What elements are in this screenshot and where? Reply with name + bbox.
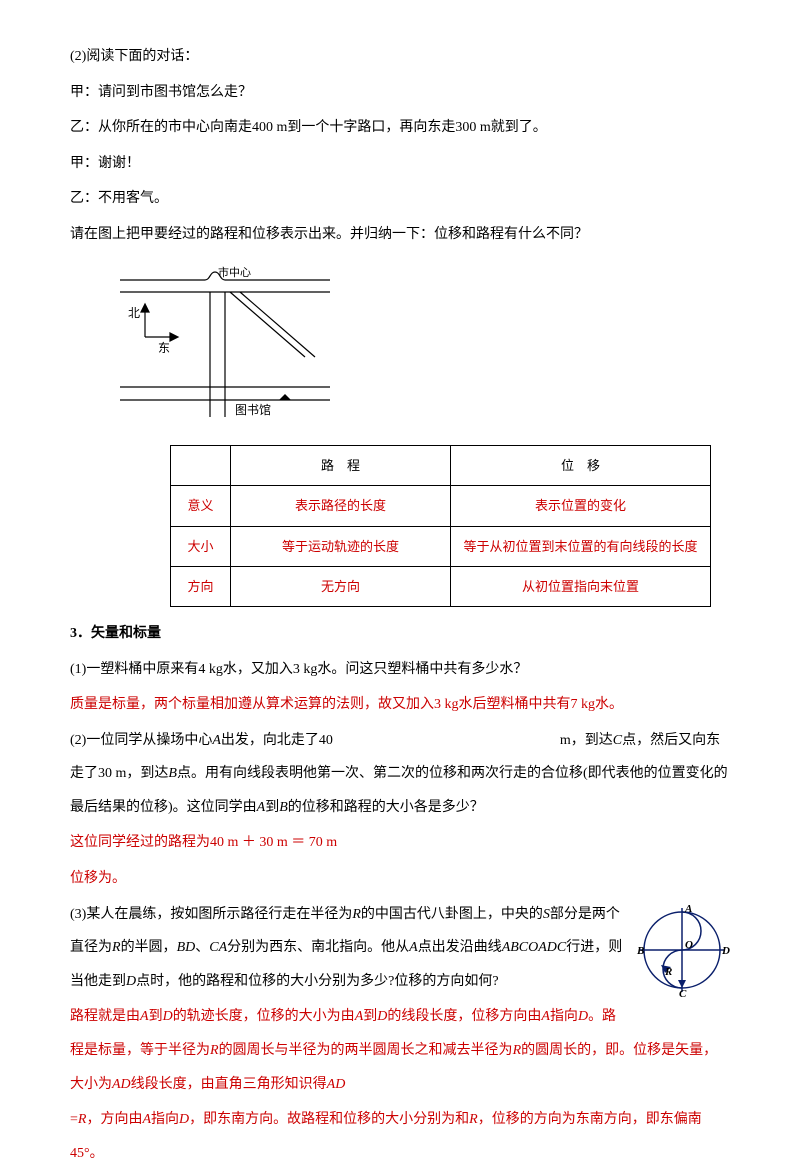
q3-text: (3)某人在晨练，按如图所示路径行走在半径为R的中国古代八卦图上，中央的S部分是… bbox=[70, 898, 730, 999]
para-dialog-4: 乙：不用客气。 bbox=[70, 182, 730, 216]
para-instruction: 请在图上把甲要经过的路程和位移表示出来。并归纳一下：位移和路程有什么不同？ bbox=[70, 218, 730, 252]
row-meaning-c1: 表示路径的长度 bbox=[231, 486, 451, 526]
center-label: 市中心 bbox=[218, 265, 251, 279]
q1-text: (1)一塑料桶中原来有4 kg水，又加入3 kg水。问这只塑料桶中共有多少水？ bbox=[70, 653, 730, 687]
library-label: 图书馆 bbox=[235, 402, 271, 417]
para-dialog-1: 甲：请问到市图书馆怎么走？ bbox=[70, 76, 730, 110]
para-dialog-2: 乙：从你所在的市中心向南走400 m到一个十字路口，再向东走300 m就到了。 bbox=[70, 111, 730, 145]
a3-text-1: 路程就是由A到D的轨迹长度，位移的大小为由A到D的线段长度，位移方向由A指向D。… bbox=[70, 1000, 730, 1101]
compass-north-label: 北 bbox=[128, 306, 140, 320]
svg-text:O: O bbox=[685, 939, 693, 951]
para-q2-intro: (2)阅读下面的对话： bbox=[70, 40, 730, 74]
section-3-title: 3．矢量和标量 bbox=[70, 617, 730, 651]
a1-text: 质量是标量，两个标量相加遵从算术运算的法则，故又加入3 kg水后塑料桶中共有7 … bbox=[70, 688, 730, 722]
svg-text:B: B bbox=[636, 945, 644, 957]
q2-text: (2)一位同学从操场中心A出发，向北走了40 m，到达C点，然后又向东走了30 … bbox=[70, 724, 730, 825]
row-size-c2: 等于从初位置到末位置的有向线段的长度 bbox=[451, 526, 711, 566]
svg-text:R: R bbox=[664, 966, 672, 978]
svg-text:A: A bbox=[684, 903, 692, 915]
a2b-text: 位移为。 bbox=[70, 862, 730, 896]
row-meaning-c2: 表示位置的变化 bbox=[451, 486, 711, 526]
row-dir-c1: 无方向 bbox=[231, 566, 451, 606]
para-dialog-3: 甲：谢谢！ bbox=[70, 147, 730, 181]
svg-text:D: D bbox=[721, 945, 730, 957]
row-size-label: 大小 bbox=[171, 526, 231, 566]
row-size-c1: 等于运动轨迹的长度 bbox=[231, 526, 451, 566]
row-dir-label: 方向 bbox=[171, 566, 231, 606]
row-dir-c2: 从初位置指向末位置 bbox=[451, 566, 711, 606]
a3-text-2: =R，方向由A指向D，即东南方向。故路程和位移的大小分别为和R，位移的方向为东南… bbox=[70, 1103, 730, 1170]
bagua-figure: A B C D O R bbox=[635, 903, 730, 1012]
comparison-table: 路 程 位 移 意义 表示路径的长度 表示位置的变化 大小 等于运动轨迹的长度 … bbox=[170, 445, 711, 607]
a2a-text: 这位同学经过的路程为40 m ＋ 30 m ＝ 70 m bbox=[70, 826, 730, 860]
svg-text:C: C bbox=[679, 988, 687, 998]
compass-east-label: 东 bbox=[158, 341, 170, 355]
row-meaning-label: 意义 bbox=[171, 486, 231, 526]
map-diagram: 北 东 市中心 图书馆 bbox=[110, 262, 730, 436]
